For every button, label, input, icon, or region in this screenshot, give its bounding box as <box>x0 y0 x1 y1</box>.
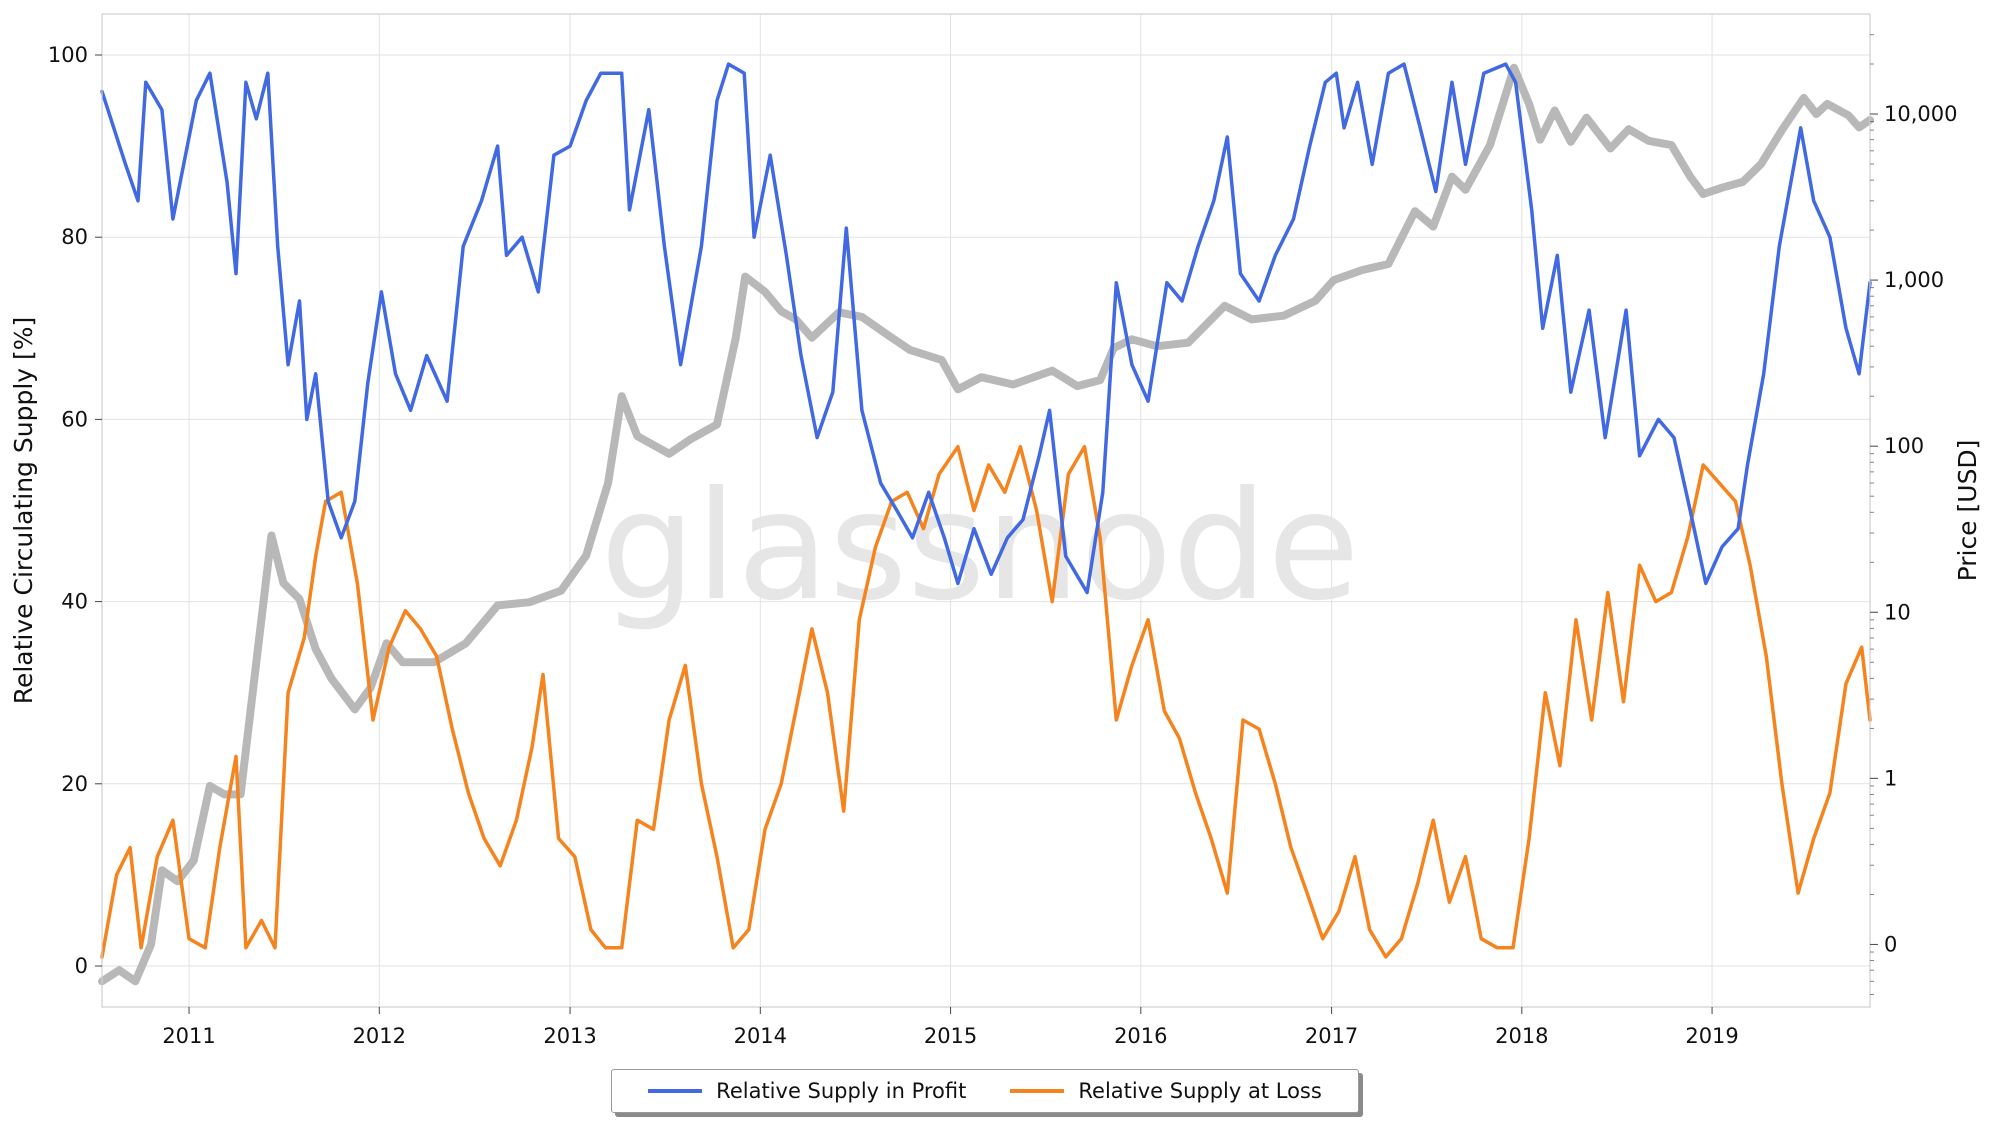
x-tick-label: 2018 <box>1495 1024 1548 1048</box>
legend-label-loss: Relative Supply at Loss <box>1078 1079 1322 1103</box>
x-tick-label: 2015 <box>924 1024 977 1048</box>
chart-legend: Relative Supply in Profit Relative Suppl… <box>611 1069 1359 1113</box>
series-profit-line <box>100 62 1872 595</box>
right-tick-label: 1 <box>1884 766 1897 790</box>
left-tick-label: 100 <box>48 43 88 67</box>
plot-frame <box>101 13 1871 1008</box>
series-layer <box>98 62 1874 986</box>
legend-swatch-profit <box>648 1089 703 1093</box>
x-axis-ticks: 2011 2012 2013 2014 2015 2016 2017 2018 2019 <box>162 1007 1739 1048</box>
series-loss-line <box>100 444 1872 959</box>
legend-label-profit: Relative Supply in Profit <box>716 1079 967 1103</box>
x-tick-label: 2012 <box>353 1024 406 1048</box>
x-tick-label: 2014 <box>734 1024 787 1048</box>
right-tick-label: 10 <box>1884 600 1911 624</box>
x-tick-label: 2013 <box>543 1024 596 1048</box>
x-tick-label: 2017 <box>1305 1024 1358 1048</box>
legend-swatch-loss <box>1010 1089 1065 1093</box>
series-price-line <box>98 63 1874 986</box>
right-tick-label: 100 <box>1884 434 1924 458</box>
legend-item-profit: Relative Supply in Profit <box>648 1079 966 1103</box>
left-axis-ticks: 0 20 40 60 80 100 <box>48 43 102 978</box>
right-tick-label: 0 <box>1884 932 1897 956</box>
left-tick-label: 40 <box>61 590 88 614</box>
x-tick-label: 2016 <box>1114 1024 1167 1048</box>
right-axis-ticks: 0 1 10 100 1,000 10,000 <box>1870 34 1957 995</box>
right-tick-label: 1,000 <box>1884 268 1944 292</box>
left-axis-title: Relative Circulating Supply [%] <box>9 317 38 705</box>
left-tick-label: 60 <box>61 407 88 431</box>
right-axis-title: Price [USD] <box>1953 440 1982 582</box>
gridlines <box>102 14 1870 1007</box>
x-tick-label: 2011 <box>162 1024 215 1048</box>
left-tick-label: 20 <box>61 772 88 796</box>
right-tick-label: 10,000 <box>1884 102 1957 126</box>
left-tick-label: 80 <box>61 225 88 249</box>
left-tick-label: 0 <box>75 954 88 978</box>
x-tick-label: 2019 <box>1685 1024 1738 1048</box>
legend-item-loss: Relative Supply at Loss <box>1010 1079 1322 1103</box>
